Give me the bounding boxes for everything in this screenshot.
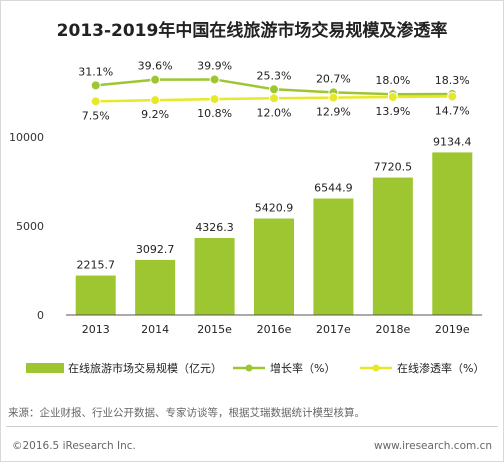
penetration-rate-point	[150, 95, 161, 106]
growth-rate-value-label: 18.0%	[375, 74, 410, 87]
x-tick-label: 2013	[82, 323, 110, 336]
penetration-rate-point	[269, 93, 279, 104]
bar-value-label: 3092.7	[136, 243, 175, 256]
growth-rate-value-label: 18.3%	[435, 74, 470, 87]
y-tick-label: 10000	[9, 131, 44, 144]
bar-value-label: 7720.5	[374, 161, 413, 174]
penetration-rate-value-label: 7.5%	[82, 109, 110, 122]
penetration-rate-point	[447, 91, 458, 102]
x-tick-label: 2015e	[197, 323, 232, 336]
penetration-rate-value-label: 12.0%	[257, 106, 292, 119]
growth-rate-point	[209, 74, 220, 85]
bar-value-label: 6544.9	[314, 182, 353, 195]
growth-rate-point	[150, 74, 161, 85]
bar	[254, 218, 294, 315]
penetration-rate-value-label: 9.2%	[141, 108, 169, 121]
x-tick-label: 2019e	[435, 323, 470, 336]
legend-bar-label: 在线旅游市场交易规模（亿元）	[68, 361, 222, 375]
x-tick-label: 2014	[141, 323, 169, 336]
growth-rate-point	[90, 80, 101, 91]
footer-divider	[6, 426, 498, 427]
penetration-rate-value-label: 10.8%	[197, 107, 232, 120]
growth-rate-value-label: 39.6%	[138, 60, 173, 73]
y-tick-label: 0	[37, 309, 44, 322]
x-tick-label: 2018e	[375, 323, 410, 336]
legend-growth-marker	[245, 364, 253, 372]
growth-rate-value-label: 39.9%	[197, 59, 232, 72]
x-tick-label: 2017e	[316, 323, 351, 336]
legend-growth-label: 增长率（%）	[270, 361, 335, 375]
bar-value-label: 5420.9	[255, 202, 294, 215]
legend-bar-swatch	[26, 363, 64, 373]
source-note: 来源：企业财报、行业公开数据、专家访谈等，根据艾瑞数据统计模型核算。	[8, 407, 365, 419]
bar	[313, 198, 354, 315]
bar	[372, 177, 413, 315]
bar	[432, 152, 473, 315]
growth-rate-point	[269, 84, 279, 95]
growth-rate-value-label: 31.1%	[78, 65, 113, 78]
bar-value-label: 2215.7	[76, 259, 115, 272]
bar	[194, 237, 235, 315]
bar	[135, 259, 176, 315]
legend-penetration-marker	[372, 364, 380, 372]
bar-value-label: 9134.4	[433, 135, 472, 148]
legend-penetration-label: 在线渗透率（%）	[397, 361, 484, 375]
y-tick-label: 5000	[16, 220, 44, 233]
growth-rate-value-label: 25.3%	[257, 69, 292, 82]
penetration-rate-value-label: 12.9%	[316, 106, 351, 119]
bar	[75, 275, 116, 315]
chart-title: 2013-2019年中国在线旅游市场交易规模及渗透率	[56, 21, 448, 41]
growth-rate-value-label: 20.7%	[316, 72, 351, 85]
website-text: www.iresearch.com.cn	[373, 440, 492, 452]
penetration-rate-point	[328, 92, 339, 103]
penetration-rate-point	[209, 94, 220, 105]
penetration-rate-value-label: 14.7%	[435, 104, 470, 117]
copyright-text: ©2016.5 iResearch Inc.	[12, 440, 136, 452]
penetration-rate-value-label: 13.9%	[375, 105, 410, 118]
bar-value-label: 4326.3	[195, 221, 234, 234]
x-tick-label: 2016e	[257, 323, 292, 336]
penetration-rate-point	[387, 91, 398, 102]
penetration-rate-point	[90, 96, 101, 107]
